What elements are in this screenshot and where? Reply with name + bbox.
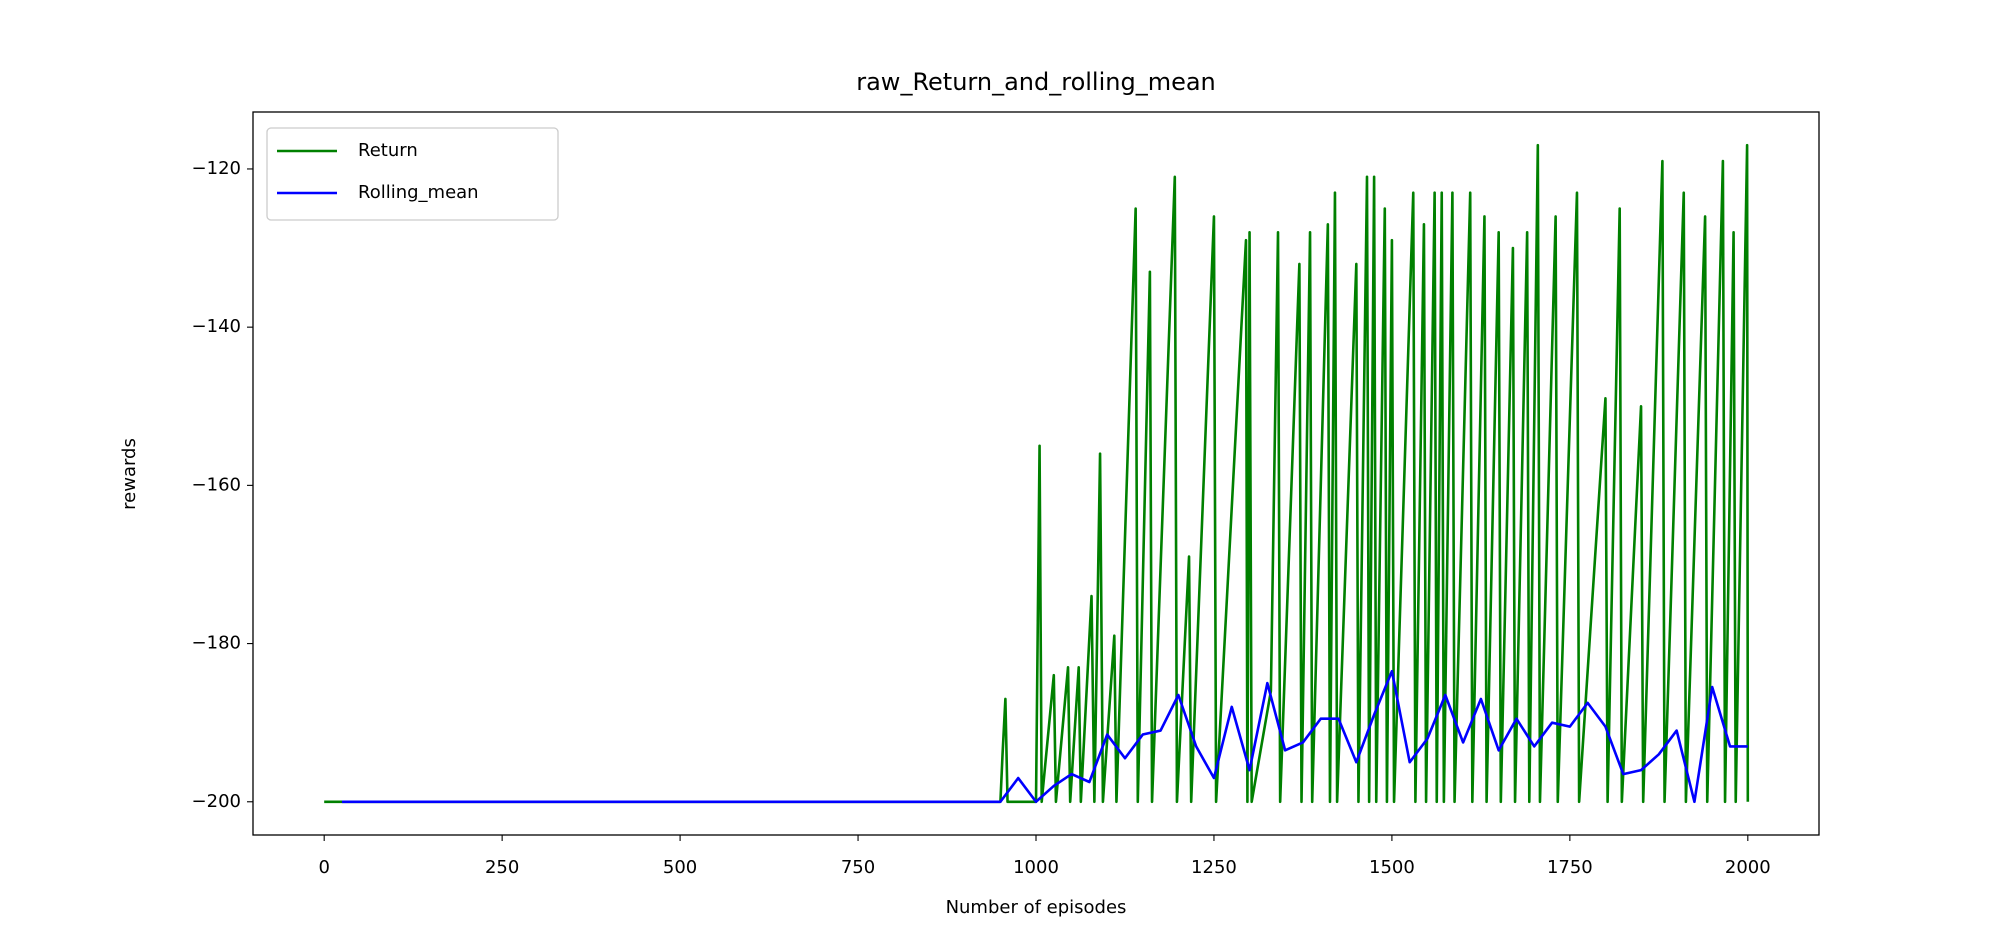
chart-title: raw_Return_and_rolling_mean: [856, 68, 1216, 96]
data-line: [341, 669, 1748, 804]
x-tick-label: 0: [318, 857, 329, 878]
y-tick-label: −200: [192, 791, 241, 812]
legend-label: Return: [358, 140, 418, 161]
legend-label: Rolling_mean: [358, 182, 479, 203]
x-tick-label: 750: [841, 857, 875, 878]
x-tick-label: 1250: [1191, 857, 1237, 878]
x-tick-label: 1500: [1369, 857, 1415, 878]
y-tick-label: −140: [192, 316, 241, 337]
x-axis-label: Number of episodes: [946, 897, 1127, 918]
x-tick-label: 1750: [1547, 857, 1593, 878]
y-axis-label: rewards: [119, 438, 140, 510]
y-tick-label: −120: [192, 158, 241, 179]
x-tick-label: 1000: [1013, 857, 1059, 878]
x-tick-label: 500: [663, 857, 697, 878]
y-tick-label: −180: [192, 633, 241, 654]
x-tick-label: 250: [485, 857, 519, 878]
legend-box: [266, 127, 559, 221]
data-line: [324, 143, 1750, 804]
y-tick-label: −160: [192, 474, 241, 495]
x-tick-label: 2000: [1725, 857, 1771, 878]
